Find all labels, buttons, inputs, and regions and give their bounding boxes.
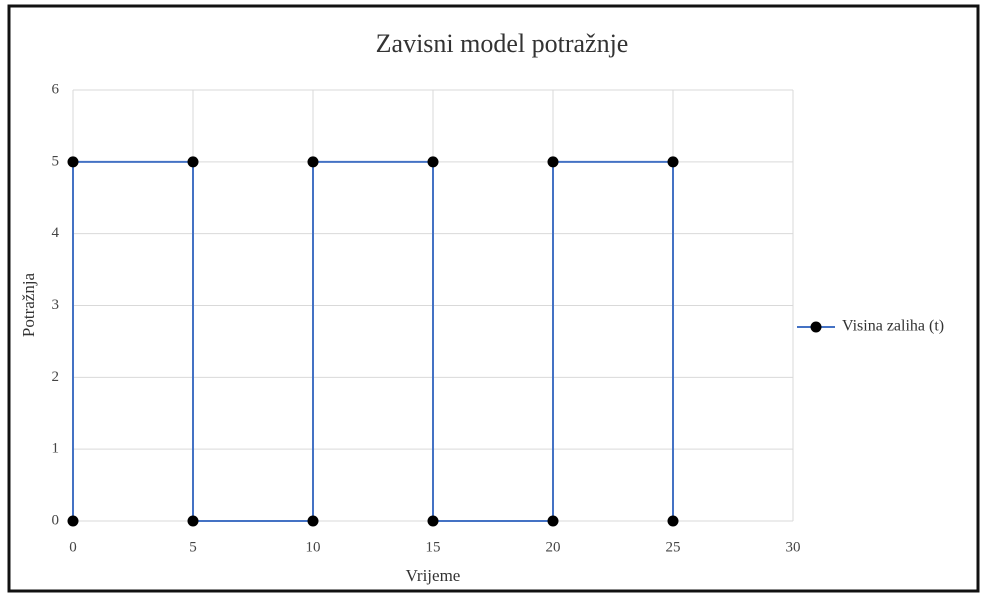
data-point (427, 156, 439, 168)
chart-title: Zavisni model potražnje (376, 29, 629, 58)
y-tick-label: 3 (52, 297, 60, 313)
data-point (67, 515, 79, 527)
data-point (187, 515, 199, 527)
y-tick-label: 0 (52, 512, 60, 528)
data-point (427, 515, 439, 527)
y-tick-label: 6 (52, 81, 60, 97)
x-tick-label: 20 (546, 539, 561, 555)
x-tick-label: 5 (189, 539, 197, 555)
data-point (187, 156, 199, 168)
x-tick-label: 0 (69, 539, 77, 555)
x-axis-label: Vrijeme (406, 566, 461, 585)
series-line (72, 160, 674, 522)
legend-label: Visina zaliha (t) (842, 318, 944, 335)
y-axis-label: Potražnja (19, 272, 38, 337)
legend-marker (810, 321, 822, 333)
x-tick-label: 25 (666, 539, 681, 555)
x-tick-label: 15 (426, 539, 441, 555)
y-tick-label: 4 (52, 225, 60, 241)
data-point (667, 515, 679, 527)
data-point (67, 156, 79, 168)
x-tick-label: 30 (786, 539, 801, 555)
data-point (547, 156, 559, 168)
data-point (547, 515, 559, 527)
chart-frame (7, 4, 980, 593)
data-point (307, 156, 319, 168)
y-tick-label: 1 (52, 441, 60, 457)
x-tick-label: 10 (306, 539, 321, 555)
data-point (667, 156, 679, 168)
data-point (307, 515, 319, 527)
y-tick-label: 5 (52, 153, 60, 169)
y-tick-label: 2 (52, 369, 60, 385)
